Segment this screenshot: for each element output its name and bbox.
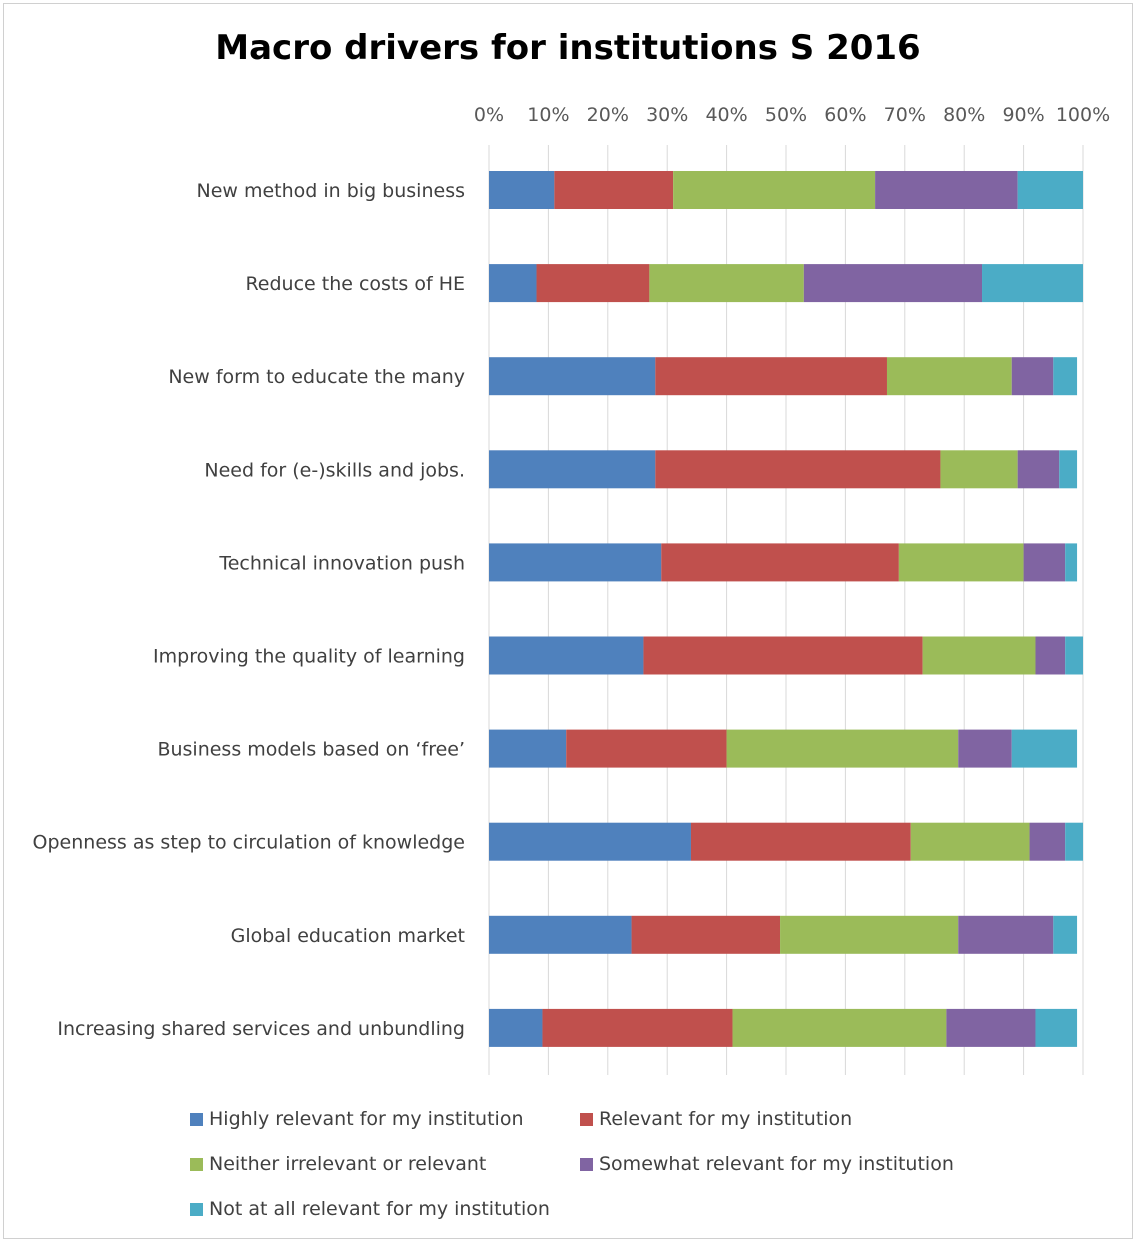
- category-label: Global education market: [231, 925, 465, 947]
- bar-segment-series-1-row-7: [489, 729, 567, 768]
- bar-segment-series-3-row-9: [780, 915, 959, 954]
- x-tick-label: 40%: [705, 104, 747, 126]
- bar-segment-series-1-row-3: [489, 357, 656, 396]
- legend-label: Highly relevant for my institution: [209, 1108, 524, 1130]
- bar-segment-series-4-row-3: [1011, 357, 1054, 396]
- legend-swatch: [580, 1157, 593, 1171]
- category-label: Improving the quality of learning: [153, 646, 465, 668]
- legend-item: Not at all relevant for my institution: [190, 1198, 550, 1220]
- x-tick-label: 20%: [587, 104, 629, 126]
- bar-segment-series-1-row-6: [489, 636, 644, 675]
- bar-segment-series-2-row-8: [690, 822, 911, 861]
- legend-label: Somewhat relevant for my institution: [599, 1153, 954, 1175]
- bar-segment-series-3-row-6: [922, 636, 1036, 675]
- x-tick-label: 10%: [527, 104, 569, 126]
- legend-label: Neither irrelevant or relevant: [209, 1153, 487, 1175]
- bar-segment-series-4-row-2: [803, 264, 983, 303]
- x-tick-label: 80%: [943, 104, 985, 126]
- bar-segment-series-4-row-10: [946, 1008, 1036, 1047]
- legend-swatch: [190, 1202, 203, 1216]
- x-tick-label: 70%: [884, 104, 926, 126]
- category-label: Increasing shared services and unbundlin…: [57, 1018, 465, 1040]
- x-tick-label: 100%: [1056, 104, 1110, 126]
- legend-item: Somewhat relevant for my institution: [580, 1153, 954, 1175]
- bar-segment-series-1-row-10: [489, 1008, 543, 1047]
- bar-segment-series-2-row-9: [631, 915, 781, 954]
- bar-segment-series-3-row-1: [673, 171, 876, 209]
- bar-segment-series-4-row-9: [958, 915, 1054, 954]
- bar-segment-series-5-row-2: [982, 264, 1083, 303]
- bar-segment-series-3-row-8: [910, 822, 1030, 861]
- bar-segment-series-2-row-7: [566, 729, 727, 768]
- category-label: Business models based on ‘free’: [157, 739, 465, 761]
- bar-segment-series-4-row-1: [875, 171, 1018, 209]
- bar-segment-series-4-row-4: [1017, 450, 1060, 489]
- legend-item: Highly relevant for my institution: [190, 1108, 524, 1130]
- x-tick-label: 30%: [646, 104, 688, 126]
- x-tick-label: 90%: [1002, 104, 1044, 126]
- legend-label: Relevant for my institution: [599, 1108, 853, 1130]
- bar-segment-series-1-row-4: [489, 450, 656, 489]
- bar-segment-series-4-row-7: [958, 729, 1012, 768]
- bar-segment-series-1-row-2: [489, 264, 537, 303]
- category-label: Reduce the costs of HE: [245, 273, 465, 295]
- x-tick-label: 60%: [824, 104, 866, 126]
- legend-item: Relevant for my institution: [580, 1108, 852, 1130]
- x-tick-label: 0%: [474, 104, 504, 126]
- bar-segment-series-2-row-4: [655, 450, 941, 489]
- bar-segment-series-1-row-9: [489, 915, 632, 954]
- legend-swatch: [190, 1157, 203, 1171]
- bar-segment-series-5-row-10: [1035, 1008, 1078, 1047]
- bar-segment-series-3-row-5: [898, 543, 1024, 582]
- bar-segment-series-5-row-7: [1011, 729, 1078, 768]
- bar-segment-series-2-row-5: [661, 543, 899, 582]
- bar-segment-series-1-row-1: [489, 171, 555, 209]
- bar-segment-series-5-row-5: [1065, 543, 1078, 582]
- bar-segment-series-2-row-6: [643, 636, 923, 675]
- category-label: New form to educate the many: [168, 366, 465, 388]
- category-label: Technical innovation push: [218, 552, 465, 574]
- bar-segment-series-3-row-2: [649, 264, 804, 303]
- bar-segment-series-3-row-10: [732, 1008, 947, 1047]
- category-label: Need for (e-)skills and jobs.: [204, 459, 465, 481]
- legend-swatch: [580, 1112, 593, 1126]
- bar-segment-series-2-row-10: [542, 1008, 733, 1047]
- legend-label: Not at all relevant for my institution: [209, 1198, 550, 1220]
- x-tick-label: 50%: [765, 104, 807, 126]
- bar-segment-series-3-row-7: [726, 729, 959, 768]
- bar-segment-series-5-row-9: [1053, 915, 1078, 954]
- bar-segment-series-4-row-6: [1035, 636, 1066, 675]
- bar-segment-series-5-row-8: [1065, 822, 1083, 861]
- legend-item: Neither irrelevant or relevant: [190, 1153, 486, 1175]
- bar-segment-series-1-row-5: [489, 543, 662, 582]
- bar-segment-series-4-row-8: [1029, 822, 1066, 861]
- bar-segment-series-2-row-1: [554, 171, 674, 209]
- legend-swatch: [190, 1112, 203, 1126]
- bar-segment-series-5-row-6: [1065, 636, 1083, 675]
- bar-segment-series-5-row-1: [1017, 171, 1083, 209]
- bar-segment-series-2-row-3: [655, 357, 887, 396]
- bar-segment-series-5-row-4: [1059, 450, 1078, 489]
- category-label: New method in big business: [196, 180, 465, 202]
- category-label: Openness as step to circulation of knowl…: [33, 832, 465, 854]
- bar-segment-series-1-row-8: [489, 822, 691, 861]
- bar-segment-series-3-row-4: [940, 450, 1018, 489]
- bar-segment-series-3-row-3: [886, 357, 1012, 396]
- bar-segment-series-5-row-3: [1053, 357, 1078, 396]
- bar-segment-series-2-row-2: [536, 264, 650, 303]
- chart-title: Macro drivers for institutions S 2016: [215, 28, 921, 68]
- bar-segment-series-4-row-5: [1023, 543, 1066, 582]
